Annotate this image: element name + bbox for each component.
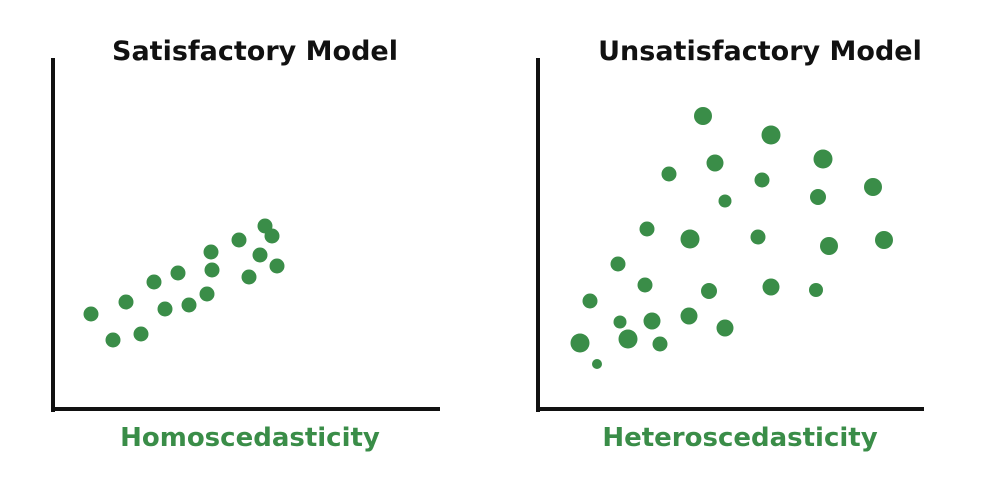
scatter-point [718,194,732,208]
scatter-point [810,189,826,205]
scatter-point [875,231,893,249]
scatter-point [204,262,220,278]
scatter-point [680,307,698,325]
scatter-point [181,297,197,313]
scatter-point [105,332,121,348]
homoscedastic-points [83,218,285,348]
scatter-point [652,336,668,352]
scatter-point [639,221,655,237]
scatter-point [241,269,257,285]
unsatisfactory-model-title: Unsatisfactory Model [598,36,922,67]
scatter-point [610,256,626,272]
scatter-point [618,329,638,349]
scatter-point [582,293,598,309]
satisfactory-model-title: Satisfactory Model [112,36,398,67]
scatter-point [762,278,780,296]
scatter-point [750,229,766,245]
scatter-point [199,286,215,302]
scatter-point [170,265,186,281]
scatter-point [637,277,653,293]
scatter-point [680,229,700,249]
scatter-point [661,166,677,182]
scatter-point [643,312,661,330]
scatter-point [157,301,173,317]
scatter-point [203,244,219,260]
scatter-point [83,306,99,322]
scatter-point [820,237,838,255]
scatter-point [570,333,590,353]
heteroscedasticity-panel [536,58,924,412]
scatter-point [252,247,268,263]
scatter-point [231,232,247,248]
scatter-point [118,294,134,310]
scatter-point [754,172,770,188]
heteroscedastic-points [570,107,893,369]
scatter-point [146,274,162,290]
scatter-point [706,154,724,172]
scatter-point [864,178,882,196]
scatter-point [809,283,823,297]
homoscedasticity-caption: Homoscedasticity [120,423,380,453]
scatter-point [701,283,717,299]
scatter-point [613,315,627,329]
scatter-point [264,228,280,244]
scatter-point [694,107,712,125]
scatter-point [813,149,833,169]
scatter-point [761,125,781,145]
homoscedasticity-panel [51,58,440,412]
scatter-point [133,326,149,342]
heteroscedasticity-caption: Heteroscedasticity [602,423,878,453]
scatter-point [716,319,734,337]
scatter-point [592,359,602,369]
scatter-point [269,258,285,274]
